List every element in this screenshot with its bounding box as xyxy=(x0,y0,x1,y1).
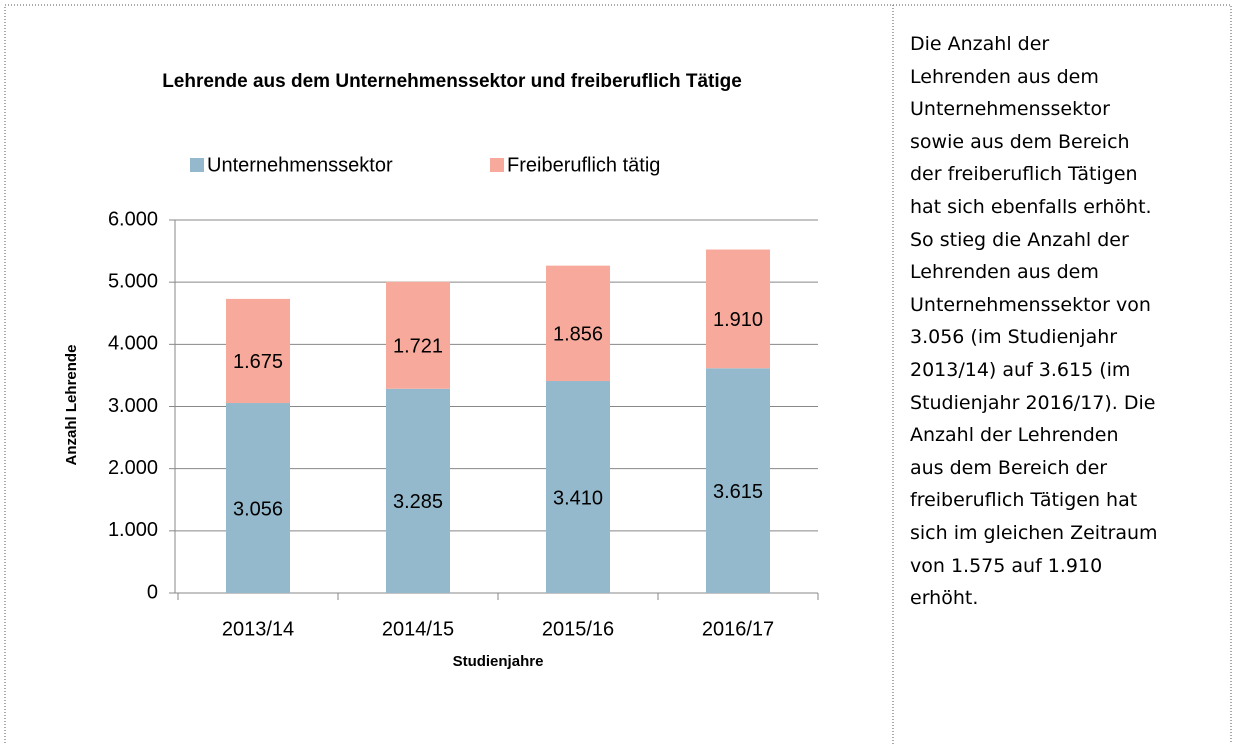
data-label: 1.910 xyxy=(713,309,763,331)
text-line: Unternehmenssektor von xyxy=(910,293,1151,316)
text-line: Anzahl der Lehrenden xyxy=(910,424,1119,447)
y-axis-title: Anzahl Lehrende xyxy=(63,345,80,466)
legend-swatch xyxy=(190,158,204,172)
data-label: 1.856 xyxy=(553,324,603,346)
text-line: Lehrenden aus dem xyxy=(910,65,1099,88)
y-tick-label: 2.000 xyxy=(108,457,158,479)
y-tick-label: 5.000 xyxy=(108,270,158,292)
bar-segment xyxy=(546,265,610,382)
text-line: Lehrenden aus dem xyxy=(910,261,1099,284)
bar-segment xyxy=(546,381,610,593)
text-line: aus dem Bereich der xyxy=(910,456,1108,479)
y-tick-label: 6.000 xyxy=(108,208,158,230)
bar-segment xyxy=(226,403,290,593)
text-line: hat sich ebenfalls erhöht. xyxy=(910,195,1152,218)
bar-segment xyxy=(706,249,770,369)
legend-label: Unternehmenssektor xyxy=(207,154,393,176)
text-line: Studienjahr 2016/17). Die xyxy=(910,391,1156,414)
x-tick-label: 2014/15 xyxy=(382,618,454,640)
text-line: sowie aus dem Bereich xyxy=(910,130,1130,153)
bar-segment xyxy=(386,388,450,593)
text-line: 3.056 (im Studienjahr xyxy=(910,326,1118,349)
bar-segment xyxy=(226,298,290,404)
data-label: 1.675 xyxy=(233,351,283,373)
data-label: 3.056 xyxy=(233,498,283,520)
x-tick-label: 2013/14 xyxy=(222,618,294,640)
frame xyxy=(4,4,1232,744)
x-tick-label: 2015/16 xyxy=(542,618,614,640)
y-tick-label: 1.000 xyxy=(108,519,158,541)
data-label: 1.721 xyxy=(393,336,443,358)
text-line: der freiberuflich Tätigen xyxy=(910,163,1138,186)
data-label: 3.615 xyxy=(713,481,763,503)
text-line: erhöht. xyxy=(910,587,979,610)
y-tick-label: 3.000 xyxy=(108,395,158,417)
legend-swatch xyxy=(490,158,504,172)
y-tick-label: 0 xyxy=(147,581,158,603)
x-tick-label: 2016/17 xyxy=(702,618,774,640)
text-line: So stieg die Anzahl der xyxy=(910,228,1129,251)
data-label: 3.410 xyxy=(553,487,603,509)
text-line: Die Anzahl der xyxy=(910,33,1050,55)
bar-segment xyxy=(706,368,770,593)
text-line: von 1.575 auf 1.910 xyxy=(910,554,1103,577)
text-line: 2013/14) auf 3.615 (im xyxy=(910,358,1131,381)
sidebar-text: Die Anzahl der Lehrenden aus dem Unternehm… xyxy=(910,28,1230,615)
legend-label: Freiberuflich tätig xyxy=(507,154,660,176)
x-axis-title: Studienjahre xyxy=(453,653,544,670)
text-line: freiberuflich Tätigen hat xyxy=(910,489,1138,512)
bar-segment xyxy=(386,281,450,389)
data-label: 3.285 xyxy=(393,491,443,513)
text-line: Unternehmenssektor xyxy=(910,98,1110,121)
y-tick-label: 4.000 xyxy=(108,333,158,355)
text-line: sich im gleichen Zeitraum xyxy=(910,521,1158,544)
chart-title: Lehrende aus dem Unternehmenssektor und … xyxy=(162,71,742,92)
